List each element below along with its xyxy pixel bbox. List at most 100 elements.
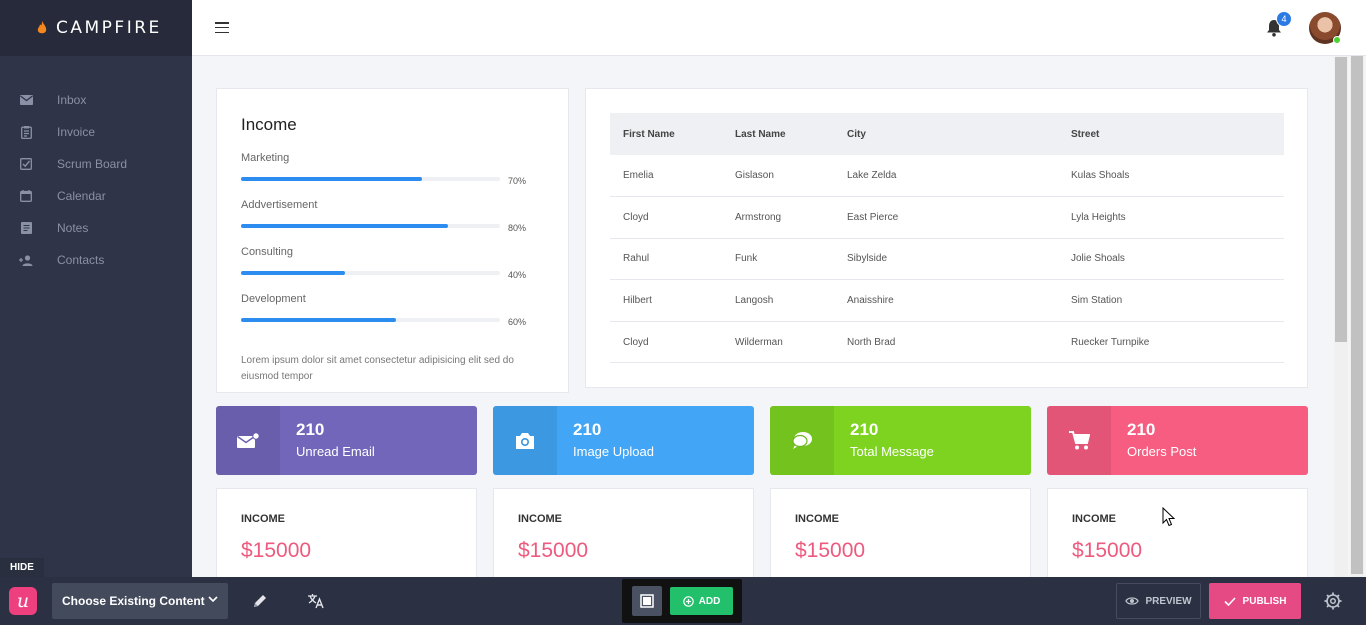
mini-card-amount: $15000 [795, 539, 866, 562]
table-cell: Lake Zelda [834, 155, 1058, 198]
sidebar-item-inbox[interactable]: Inbox [0, 84, 192, 116]
table-header-row: First Name Last Name City Street [610, 113, 1284, 155]
mini-card-amount: $15000 [241, 539, 312, 562]
stat-tile-orders-post[interactable]: 210 Orders Post [1047, 406, 1308, 475]
preview-button[interactable]: PREVIEW [1116, 583, 1201, 619]
publish-button[interactable]: PUBLISH [1209, 583, 1301, 619]
table-cell: Funk [722, 238, 834, 281]
add-label: ADD [698, 595, 721, 607]
income-card: Income Marketing 70% Addvertisement 80% … [216, 88, 569, 393]
stat-tile-image-upload[interactable]: 210 Image Upload [493, 406, 754, 475]
choose-content-dropdown[interactable]: Choose Existing Content [52, 583, 228, 619]
income-mini-card: INCOME $15000 [1047, 488, 1308, 588]
progress-track [241, 224, 500, 228]
progress-row: Addvertisement 80% [241, 199, 544, 233]
income-description: Lorem ipsum dolor sit amet consectetur a… [241, 355, 514, 382]
table-row[interactable]: Hilbert Langosh Anaisshire Sim Station [610, 279, 1284, 322]
sidebar-item-calendar[interactable]: Calendar [0, 180, 192, 212]
logo[interactable]: CAMPFIRE [0, 0, 192, 56]
sidebar-item-notes[interactable]: Notes [0, 212, 192, 244]
table-cell: Sibylside [834, 238, 1058, 281]
square-icon [640, 594, 654, 608]
table-cell: Cloyd [610, 196, 722, 239]
email-icon [237, 431, 260, 448]
column-header[interactable]: City [834, 113, 1058, 155]
choose-content-label: Choose Existing Content [62, 594, 205, 608]
edit-button[interactable] [250, 591, 270, 611]
flame-icon [37, 21, 47, 34]
column-header[interactable]: Street [1058, 113, 1284, 155]
table-cell: Langosh [722, 279, 834, 322]
income-title: Income [241, 115, 297, 134]
income-mini-card: INCOME $15000 [493, 488, 754, 588]
progress-percent: 60% [508, 317, 527, 327]
menu-icon[interactable] [215, 22, 229, 34]
sidebar-item-label: Scrum Board [57, 157, 128, 171]
mini-card-amount: $15000 [1072, 539, 1143, 562]
mini-card-heading: INCOME [1072, 513, 1116, 525]
progress-fill [241, 271, 345, 275]
settings-gear-icon[interactable] [1323, 591, 1343, 611]
stat-number: 210 [850, 420, 879, 439]
data-table: First Name Last Name City Street Emelia … [610, 113, 1284, 364]
preview-label: PREVIEW [1145, 595, 1192, 607]
mail-icon [19, 93, 33, 107]
sidebar-item-contacts[interactable]: Contacts [0, 244, 192, 276]
table-cell: Anaisshire [834, 279, 1058, 322]
stat-label: Image Upload [573, 444, 654, 459]
progress-fill [241, 224, 449, 228]
progress-label: Addvertisement [241, 199, 318, 211]
page-scrollbar[interactable] [1334, 56, 1348, 577]
progress-track [241, 271, 500, 275]
eye-icon [1125, 597, 1140, 605]
sidebar-item-label: Invoice [57, 125, 96, 139]
translate-button[interactable] [306, 591, 326, 611]
editor-toolbar: u Choose Existing Content ADD PREVIEW PU… [0, 577, 1366, 625]
income-mini-card: INCOME $15000 [216, 488, 477, 588]
table-cell: East Pierce [834, 196, 1058, 239]
stat-label: Orders Post [1127, 444, 1197, 459]
table-row[interactable]: Emelia Gislason Lake Zelda Kulas Shoals [610, 155, 1284, 198]
table-cell: Hilbert [610, 279, 722, 322]
stat-label: Unread Email [296, 444, 375, 459]
table-cell: Kulas Shoals [1058, 155, 1284, 198]
layout-button[interactable] [632, 586, 662, 616]
table-cell: Rahul [610, 238, 722, 281]
table-cell: Lyla Heights [1058, 196, 1284, 239]
table-cell: North Brad [834, 321, 1058, 364]
window-scrollbar[interactable] [1350, 56, 1364, 577]
progress-fill [241, 318, 397, 322]
table-row[interactable]: Cloyd Wilderman North Brad Ruecker Turnp… [610, 321, 1284, 364]
table-row[interactable]: Cloyd Armstrong East Pierce Lyla Heights [610, 196, 1284, 239]
sidebar-item-invoice[interactable]: Invoice [0, 116, 192, 148]
stat-number: 210 [573, 420, 602, 439]
stat-number: 210 [296, 420, 325, 439]
stat-tile-total-message[interactable]: 210 Total Message [770, 406, 1031, 475]
notification-badge: 4 [1276, 11, 1292, 27]
table-row[interactable]: Rahul Funk Sibylside Jolie Shoals [610, 238, 1284, 281]
stat-number: 210 [1127, 420, 1156, 439]
progress-label: Marketing [241, 152, 290, 164]
stat-tile-unread-email[interactable]: 210 Unread Email [216, 406, 477, 475]
add-user-icon [19, 253, 33, 267]
table-cell: Armstrong [722, 196, 834, 239]
progress-percent: 40% [508, 270, 527, 280]
scrollbar-thumb[interactable] [1335, 57, 1347, 342]
column-header[interactable]: First Name [610, 113, 722, 155]
table-cell: Ruecker Turnpike [1058, 321, 1284, 364]
progress-row: Consulting 40% [241, 246, 544, 280]
editor-logo-icon[interactable]: u [9, 587, 37, 615]
sidebar-item-label: Inbox [57, 93, 87, 107]
sidebar-item-scrum-board[interactable]: Scrum Board [0, 148, 192, 180]
check-icon [1223, 596, 1236, 606]
hide-toolbar-button[interactable]: HIDE [0, 558, 44, 577]
sidebar-item-label: Contacts [57, 253, 105, 267]
calendar-icon [19, 189, 33, 203]
scrollbar-thumb[interactable] [1351, 56, 1363, 574]
income-mini-card: INCOME $15000 [770, 488, 1031, 588]
invoice-icon [19, 125, 33, 139]
progress-row: Development 60% [241, 293, 544, 327]
column-header[interactable]: Last Name [722, 113, 834, 155]
add-button[interactable]: ADD [670, 587, 733, 615]
progress-row: Marketing 70% [241, 152, 544, 186]
